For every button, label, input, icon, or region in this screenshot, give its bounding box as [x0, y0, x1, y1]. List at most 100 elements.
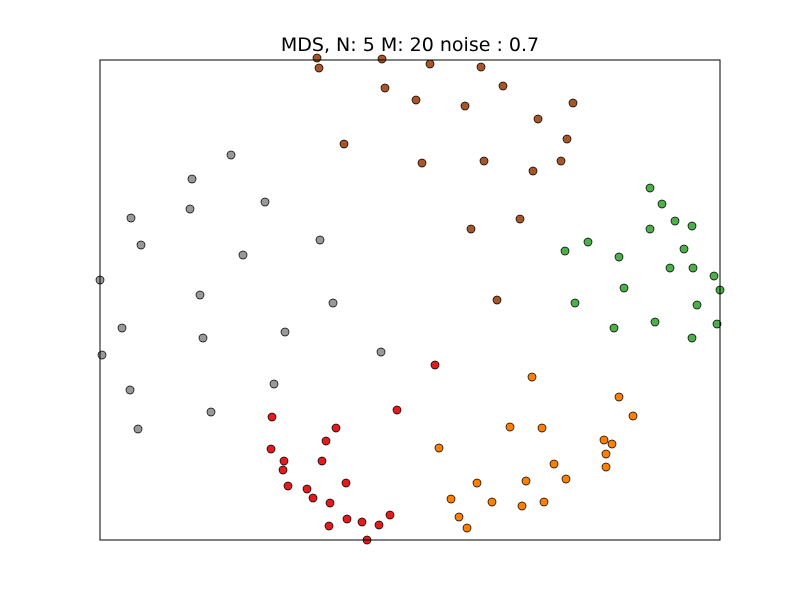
- data-point: [462, 523, 472, 533]
- data-point: [133, 424, 143, 434]
- data-point: [331, 423, 341, 433]
- data-point: [601, 449, 611, 459]
- data-point: [312, 53, 322, 63]
- data-point: [314, 63, 324, 73]
- data-point: [321, 436, 331, 446]
- data-point: [425, 59, 435, 69]
- data-point: [126, 213, 136, 223]
- data-point: [650, 317, 660, 327]
- data-point: [498, 81, 508, 91]
- data-point: [614, 392, 624, 402]
- data-point: [302, 484, 312, 494]
- data-point: [487, 497, 497, 507]
- data-point: [446, 494, 456, 504]
- data-point: [466, 224, 476, 234]
- data-point: [317, 456, 327, 466]
- data-point: [517, 501, 527, 511]
- data-point: [280, 327, 290, 337]
- data-point: [267, 412, 277, 422]
- data-point: [476, 62, 486, 72]
- data-point: [269, 379, 279, 389]
- plot-frame: [99, 59, 721, 541]
- data-point: [665, 263, 675, 273]
- data-point: [619, 283, 629, 293]
- data-point: [479, 156, 489, 166]
- data-point: [562, 134, 572, 144]
- data-point: [454, 512, 464, 522]
- data-point: [712, 319, 722, 329]
- data-point: [125, 385, 135, 395]
- data-point: [628, 411, 638, 421]
- data-point: [645, 183, 655, 193]
- data-point: [260, 197, 270, 207]
- data-point: [430, 360, 440, 370]
- data-point: [679, 244, 689, 254]
- data-point: [549, 459, 559, 469]
- data-point: [583, 237, 593, 247]
- data-point: [505, 422, 515, 432]
- data-point: [385, 510, 395, 520]
- data-point: [187, 174, 197, 184]
- data-point: [376, 347, 386, 357]
- data-point: [411, 95, 421, 105]
- data-point: [472, 478, 482, 488]
- data-point: [599, 435, 609, 445]
- data-point: [342, 514, 352, 524]
- data-point: [607, 439, 617, 449]
- data-point: [97, 350, 107, 360]
- data-point: [570, 298, 580, 308]
- data-point: [657, 199, 667, 209]
- data-point: [687, 333, 697, 343]
- data-point: [206, 407, 216, 417]
- data-point: [198, 333, 208, 343]
- data-point: [392, 405, 402, 415]
- data-point: [324, 521, 334, 531]
- data-point: [136, 240, 146, 250]
- data-point: [377, 54, 387, 64]
- data-point: [515, 214, 525, 224]
- data-point: [226, 150, 236, 160]
- data-point: [315, 235, 325, 245]
- data-point: [325, 498, 335, 508]
- data-point: [374, 520, 384, 530]
- data-point: [561, 474, 571, 484]
- data-point: [341, 478, 351, 488]
- data-point: [527, 372, 537, 382]
- data-point: [308, 493, 318, 503]
- data-point: [568, 98, 578, 108]
- data-point: [560, 246, 570, 256]
- data-point: [238, 250, 248, 260]
- data-point: [692, 300, 702, 310]
- data-point: [528, 166, 538, 176]
- data-point: [556, 156, 566, 166]
- chart-title: MDS, N: 5 M: 20 noise : 0.7: [280, 34, 540, 56]
- data-point: [687, 221, 697, 231]
- data-point: [434, 443, 444, 453]
- data-point: [279, 456, 289, 466]
- data-point: [117, 323, 127, 333]
- data-point: [339, 139, 349, 149]
- data-point: [533, 114, 543, 124]
- data-point: [185, 204, 195, 214]
- data-point: [670, 216, 680, 226]
- data-point: [709, 271, 719, 281]
- data-point: [417, 158, 427, 168]
- data-point: [601, 462, 611, 472]
- data-point: [521, 476, 531, 486]
- data-point: [492, 295, 502, 305]
- data-point: [283, 481, 293, 491]
- data-point: [195, 290, 205, 300]
- points-layer: [95, 53, 725, 545]
- data-point: [460, 101, 470, 111]
- data-point: [537, 423, 547, 433]
- data-point: [614, 252, 624, 262]
- data-point: [266, 444, 276, 454]
- data-point: [357, 517, 367, 527]
- data-point: [609, 323, 619, 333]
- data-point: [645, 224, 655, 234]
- data-point: [688, 263, 698, 273]
- data-point: [328, 298, 338, 308]
- data-point: [278, 465, 288, 475]
- data-point: [380, 83, 390, 93]
